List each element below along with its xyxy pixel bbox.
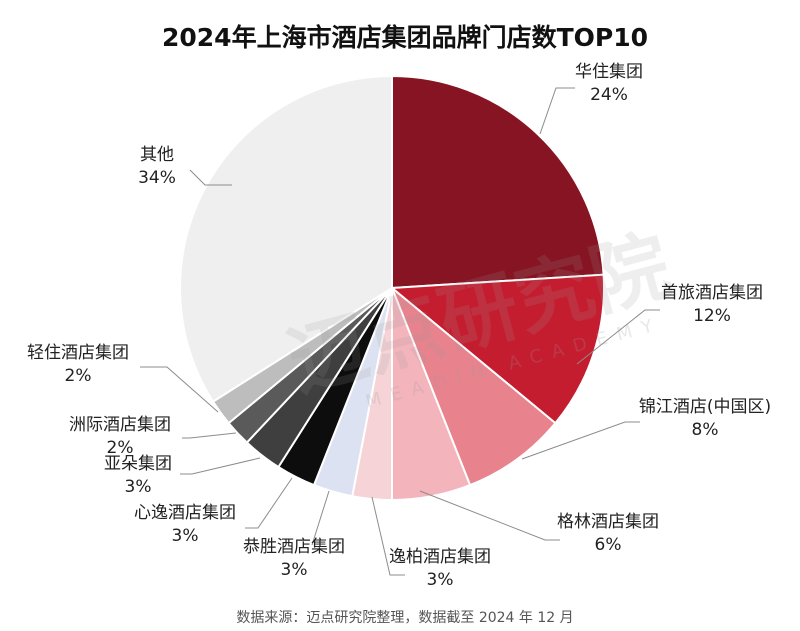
slice-label-name: 亚朵集团 <box>104 454 172 474</box>
leader-line-3 <box>521 421 640 460</box>
slice-label-value: 12% <box>693 306 731 326</box>
slice-label-value: 34% <box>138 168 176 188</box>
slice-label-name: 恭胜酒店集团 <box>243 537 345 557</box>
slice-label-name: 洲际酒店集团 <box>69 415 171 435</box>
slice-labels: 华住集团 24% 首旅酒店集团 12% 锦江酒店(中国区) 8% 格林酒店集团 6% 逸柏酒店集… <box>27 62 771 590</box>
slice-label-value: 6% <box>595 535 622 555</box>
slice-label-value: 24% <box>590 85 628 105</box>
slice-label-name: 心逸酒店集团 <box>134 503 236 523</box>
slice-label-value: 3% <box>427 570 454 590</box>
slice-label-name: 逸柏酒店集团 <box>389 547 491 567</box>
slice-label-name: 华住集团 <box>575 62 643 82</box>
leader-line-9 <box>182 432 237 439</box>
leader-line-6 <box>311 490 330 546</box>
leader-line-5 <box>371 496 405 576</box>
pie-slice-2 <box>389 273 605 425</box>
source-note: 数据来源：迈点研究院整理，数据截至 2024 年 12 月 <box>236 610 573 626</box>
slice-label-name: 轻住酒店集团 <box>27 343 129 363</box>
slice-label-value: 3% <box>125 477 152 497</box>
leader-line-11 <box>189 169 232 186</box>
slice-label-name: 其他 <box>140 145 174 165</box>
pie-slices <box>179 74 605 502</box>
leader-lines <box>140 87 660 576</box>
slice-label-name: 格林酒店集团 <box>557 512 659 532</box>
pie-slice-11 <box>179 74 393 403</box>
leader-line-7 <box>245 477 293 529</box>
slice-label-value: 2% <box>65 366 92 386</box>
pie-slice-1 <box>391 74 605 290</box>
leader-line-8 <box>180 457 261 475</box>
chart-title: 2024年上海市酒店集团品牌门店数TOP10 <box>162 23 648 52</box>
leader-line-10 <box>140 366 219 413</box>
leader-line-4 <box>419 490 560 541</box>
slice-label-name: 首旅酒店集团 <box>661 283 763 303</box>
slice-label-name: 锦江酒店(中国区) <box>639 397 771 417</box>
slice-label-value: 8% <box>692 420 719 440</box>
slice-label-value: 3% <box>172 526 199 546</box>
leader-line-2 <box>576 309 660 365</box>
slice-label-value: 2% <box>107 438 134 458</box>
slice-label-value: 3% <box>281 560 308 580</box>
leader-line-1 <box>539 87 575 135</box>
pie-slice-3 <box>391 287 557 487</box>
